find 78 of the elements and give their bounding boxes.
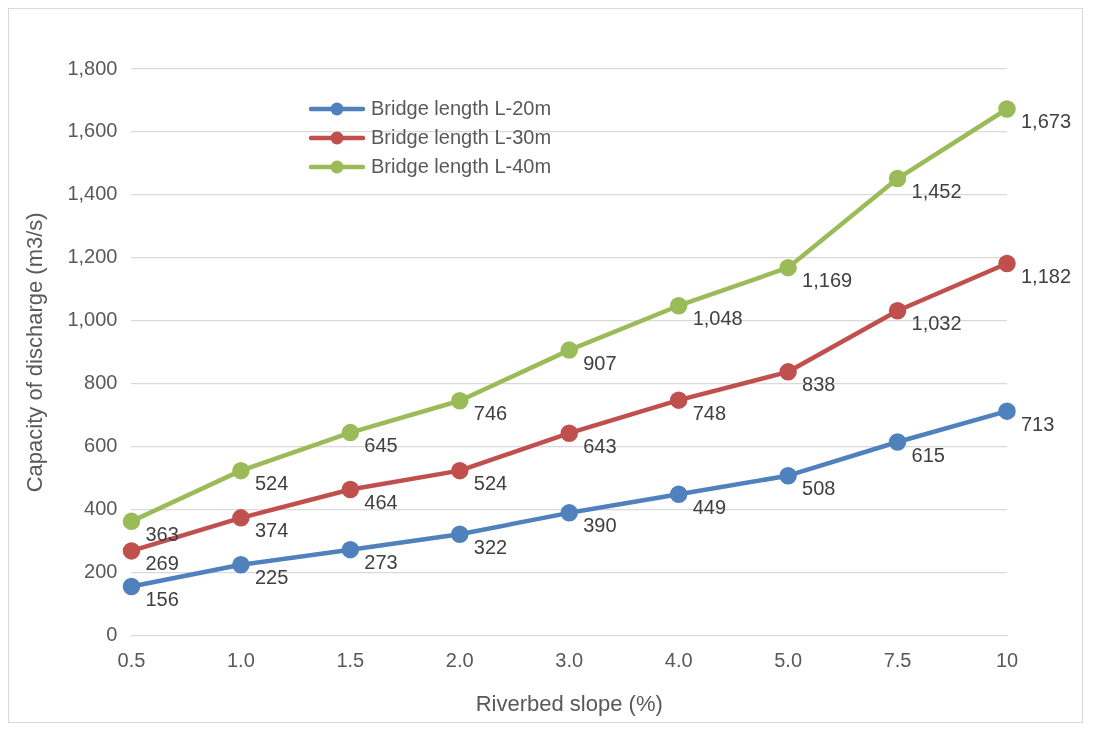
data-label: 643 xyxy=(583,434,617,457)
x-tick-label: 2.0 xyxy=(445,649,474,672)
data-label: 748 xyxy=(692,401,727,424)
point xyxy=(122,577,141,596)
data-label: 524 xyxy=(473,472,508,495)
point xyxy=(341,540,360,559)
data-label: 1,032 xyxy=(911,312,962,335)
point xyxy=(888,433,907,451)
data-label: 225 xyxy=(254,566,289,589)
point xyxy=(122,542,141,560)
x-tick-label: 1.5 xyxy=(336,649,365,672)
x-tick-label: 10 xyxy=(995,649,1019,672)
point xyxy=(779,258,797,277)
x-tick-label: 7.5 xyxy=(883,649,912,672)
point xyxy=(779,363,797,381)
point xyxy=(451,392,469,410)
point xyxy=(669,391,688,409)
legend-label: Bridge length L-30m xyxy=(371,126,552,149)
point xyxy=(560,424,578,442)
data-label: 449 xyxy=(692,495,727,518)
data-label: 746 xyxy=(473,402,508,425)
data-label: 1,452 xyxy=(911,180,962,203)
data-label: 269 xyxy=(145,552,179,575)
y-tick-label: 1,600 xyxy=(67,119,118,142)
point xyxy=(232,461,250,480)
y-tick-label: 200 xyxy=(84,560,118,583)
data-label: 713 xyxy=(1021,412,1055,435)
data-label: 838 xyxy=(802,373,836,396)
point xyxy=(341,480,360,499)
data-label: 1,048 xyxy=(692,307,743,330)
y-axis-title: Capacity of discharge (m3/s) xyxy=(22,212,48,493)
point xyxy=(232,556,250,574)
x-tick-label: 5.0 xyxy=(774,649,803,672)
x-tick-label: 0.5 xyxy=(117,649,146,672)
point xyxy=(669,296,688,315)
data-label: 1,182 xyxy=(1021,265,1072,288)
point xyxy=(451,525,469,543)
y-tick-label: 1,000 xyxy=(67,308,118,331)
data-label: 156 xyxy=(145,588,179,611)
y-tick-label: 1,400 xyxy=(67,182,118,205)
data-label: 273 xyxy=(364,551,398,574)
data-label: 508 xyxy=(802,477,836,500)
point xyxy=(998,254,1016,273)
data-label: 1,673 xyxy=(1021,110,1072,133)
x-tick-label: 1.0 xyxy=(226,649,255,672)
y-tick-label: 800 xyxy=(84,371,118,394)
point xyxy=(122,512,141,531)
y-tick-label: 400 xyxy=(84,497,118,520)
data-label: 464 xyxy=(364,491,398,514)
legend-label: Bridge length L-20m xyxy=(371,97,552,120)
point xyxy=(998,402,1016,420)
data-label: 524 xyxy=(254,472,289,495)
point xyxy=(669,485,688,504)
data-label: 615 xyxy=(911,443,945,466)
point xyxy=(779,466,797,485)
data-label: 645 xyxy=(364,434,398,457)
x-tick-label: 4.0 xyxy=(664,649,693,672)
data-label: 374 xyxy=(254,519,289,542)
point xyxy=(560,341,578,359)
point xyxy=(998,100,1016,118)
point xyxy=(341,423,360,442)
data-label: 322 xyxy=(473,535,508,558)
legend-label: Bridge length L-40m xyxy=(371,155,552,178)
y-tick-label: 1,200 xyxy=(67,245,118,268)
data-label: 907 xyxy=(583,351,617,374)
point xyxy=(888,302,907,320)
x-axis-title: Riverbed slope (%) xyxy=(475,690,663,716)
data-label: 363 xyxy=(145,522,179,545)
point xyxy=(888,169,907,188)
data-label: 390 xyxy=(583,514,617,537)
y-tick-label: 600 xyxy=(84,434,118,457)
y-tick-label: 1,800 xyxy=(67,56,118,79)
point xyxy=(451,461,469,480)
point xyxy=(560,504,578,522)
data-label: 1,169 xyxy=(802,269,853,292)
y-tick-label: 0 xyxy=(106,623,118,646)
point xyxy=(232,509,250,527)
x-tick-label: 3.0 xyxy=(555,649,584,672)
